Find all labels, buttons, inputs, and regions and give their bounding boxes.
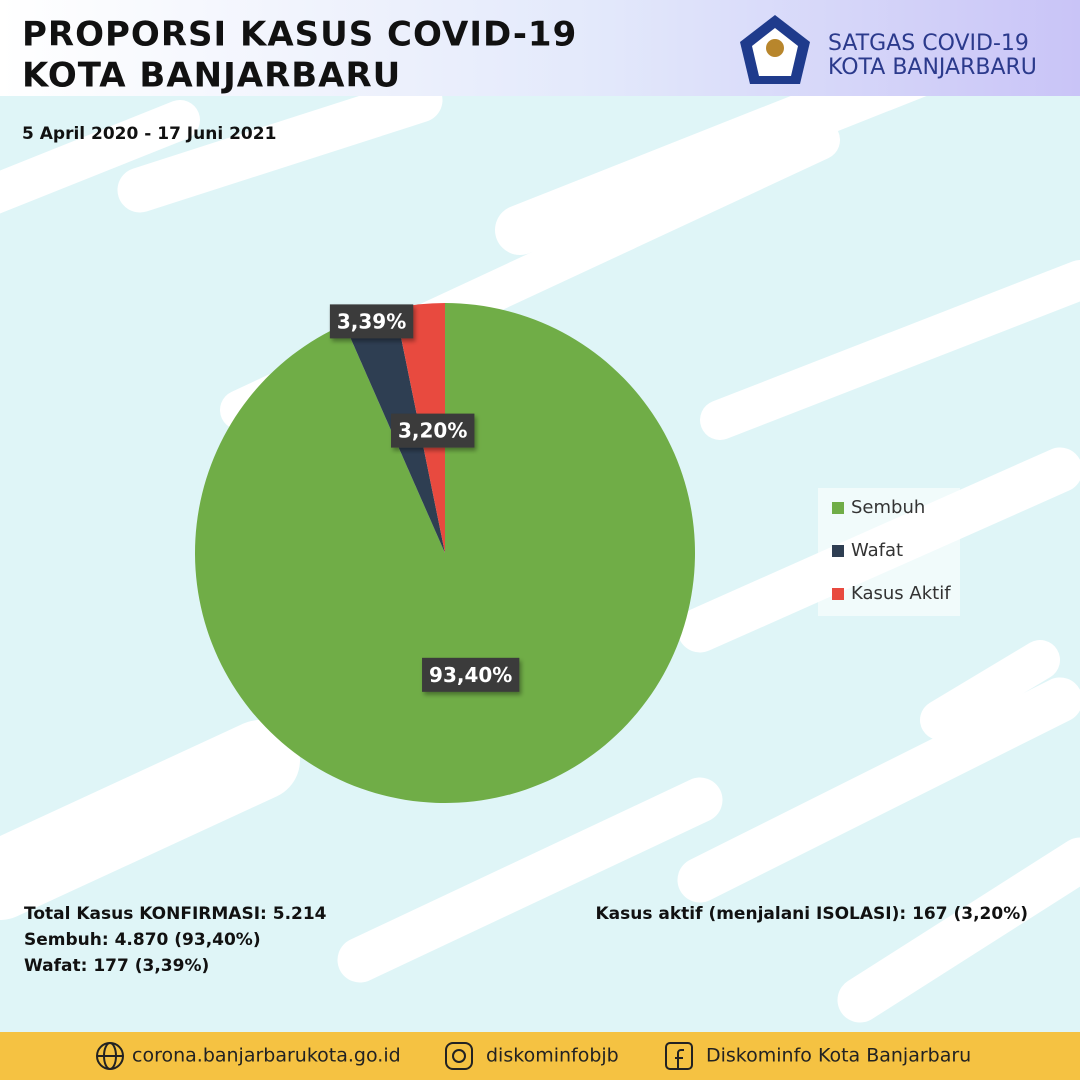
date-range: 5 April 2020 - 17 Juni 2021: [22, 124, 276, 144]
org-name: SATGAS COVID-19: [828, 31, 1029, 56]
legend-label: Kasus Aktif: [851, 583, 951, 604]
legend-swatch: [832, 545, 844, 557]
summary-line: Wafat: 177 (3,39%): [24, 956, 209, 976]
value-label: 3,20%: [398, 419, 467, 443]
legend-swatch: [832, 502, 844, 514]
header-band: [0, 0, 1080, 96]
web-icon: [96, 1042, 124, 1070]
value-label: 93,40%: [429, 663, 512, 687]
legend-swatch: [832, 588, 844, 600]
facebook-icon: [665, 1042, 693, 1070]
footer-link: diskominfobjb: [486, 1045, 619, 1067]
pie: [194, 303, 696, 803]
org-name: KOTA BANJARBARU: [828, 55, 1037, 80]
legend: Sembuh Wafat Kasus Aktif: [832, 497, 951, 604]
summary-line: Total Kasus KONFIRMASI: 5.214: [24, 904, 327, 924]
instagram-icon: [445, 1042, 473, 1070]
value-label: 3,39%: [337, 309, 406, 333]
footer-band: [0, 1032, 1080, 1080]
legend-label: Wafat: [851, 540, 903, 561]
footer-link: Diskominfo Kota Banjarbaru: [706, 1045, 971, 1067]
title: KOTA BANJARBARU: [22, 56, 401, 96]
legend-label: Sembuh: [851, 497, 925, 518]
footer-link: corona.banjarbarukota.go.id: [132, 1045, 401, 1067]
value-labels: 93,40% 3,39% 3,20%: [329, 304, 520, 692]
title: PROPORSI KASUS COVID-19: [22, 15, 577, 55]
summary-line: Sembuh: 4.870 (93,40%): [24, 930, 261, 950]
value-label-box: [329, 304, 414, 339]
summary-line: Kasus aktif (menjalani ISOLASI): 167 (3,…: [596, 904, 1029, 924]
value-label-box: [422, 657, 520, 692]
logo: [740, 15, 810, 84]
value-label-box: [391, 413, 475, 448]
